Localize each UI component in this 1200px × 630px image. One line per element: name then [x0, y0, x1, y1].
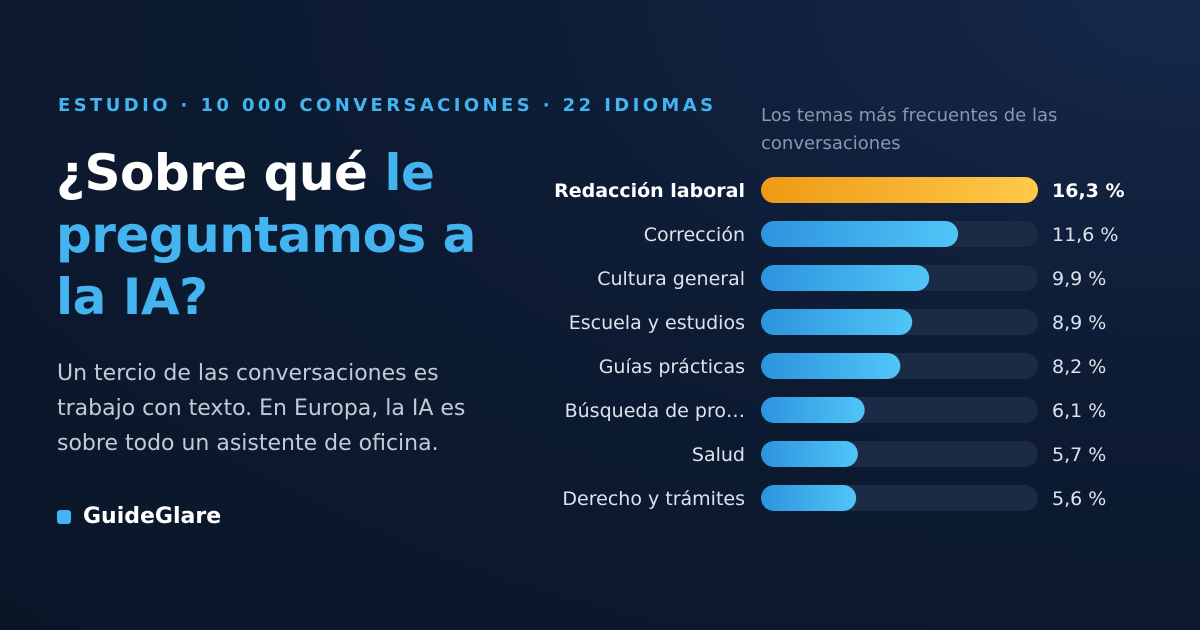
study-kicker: ESTUDIO · 10 000 CONVERSACIONES · 22 IDI… — [58, 95, 717, 116]
page-title: ¿Sobre qué le preguntamos a la IA? — [56, 142, 526, 328]
square-icon — [57, 509, 71, 524]
title-text: ¿Sobre qué — [56, 144, 385, 202]
category-label: Redacción laboral — [554, 180, 745, 202]
category-label: Guías prácticas — [599, 356, 745, 378]
bar — [761, 441, 858, 467]
value-label: 9,9 % — [1052, 268, 1106, 290]
title-accent-text: le preguntamos a la IA? — [56, 144, 476, 326]
bar — [761, 221, 959, 247]
bar — [761, 177, 1038, 203]
category-label: Corrección — [644, 224, 745, 246]
brand-logo: GuideGlare — [57, 504, 221, 529]
bar — [761, 353, 901, 379]
value-label: 11,6 % — [1052, 224, 1118, 246]
summary-text: Un tercio de las conversaciones es traba… — [57, 361, 466, 456]
bar — [761, 397, 865, 423]
value-label: 5,7 % — [1052, 444, 1106, 466]
bar — [761, 309, 913, 335]
value-label: 16,3 % — [1052, 180, 1125, 202]
category-label: Cultura general — [597, 268, 745, 290]
category-label: Salud — [692, 444, 745, 466]
value-label: 8,2 % — [1052, 356, 1106, 378]
bar — [761, 265, 930, 291]
bar — [761, 485, 857, 511]
value-label: 6,1 % — [1052, 400, 1106, 422]
value-label: 5,6 % — [1052, 488, 1106, 510]
brand-name: GuideGlare — [83, 504, 222, 529]
category-label: Derecho y trámites — [562, 488, 745, 510]
category-label: Escuela y estudios — [569, 312, 745, 334]
category-label: Búsqueda de pro… — [565, 400, 745, 422]
chart-title: Los temas más frecuentes de las conversa… — [761, 105, 1058, 154]
value-label: 8,9 % — [1052, 312, 1106, 334]
